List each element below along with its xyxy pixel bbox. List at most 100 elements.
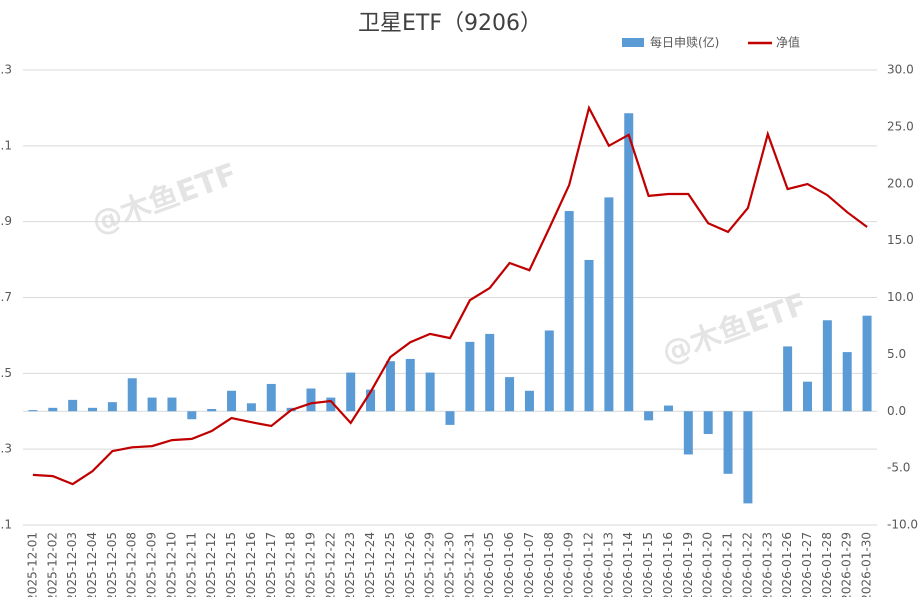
x-tick-label: 2025-12-09: [145, 532, 159, 597]
bar: [584, 259, 594, 412]
bar: [802, 381, 812, 412]
x-tick-label: 2025-12-17: [264, 532, 278, 597]
bar: [147, 397, 157, 412]
bar: [624, 113, 634, 412]
bar: [723, 411, 733, 474]
x-tick-label: 2025-12-05: [105, 532, 119, 597]
bar: [385, 361, 395, 412]
bar: [743, 411, 753, 504]
y2-tick-label: 10.0: [887, 290, 914, 304]
x-tick-label: 2025-12-23: [343, 532, 357, 597]
x-tick-label: 2026-01-16: [661, 532, 675, 597]
x-tick-label: 2025-12-11: [184, 532, 198, 597]
bar: [246, 403, 256, 412]
legend-swatch: [622, 38, 644, 47]
bar: [48, 407, 58, 412]
bar: [346, 372, 356, 412]
x-tick-label: 2026-01-15: [641, 532, 655, 597]
bar: [28, 410, 38, 412]
x-tick-label: 2025-12-18: [284, 532, 298, 597]
watermark: @木鱼ETF: [88, 157, 242, 242]
x-tick-label: 2025-12-03: [65, 532, 79, 597]
bar: [842, 352, 852, 412]
bar: [127, 378, 137, 412]
x-tick-label: 2026-01-26: [780, 532, 794, 597]
x-tick-label: 2025-12-19: [303, 532, 317, 597]
bar: [88, 407, 98, 412]
bar: [366, 389, 376, 412]
x-tick-label: 2025-12-26: [403, 532, 417, 597]
bar: [822, 320, 832, 412]
line: [32, 104, 868, 486]
y2-tick-label: 20.0: [887, 176, 914, 190]
x-tick-label: 2026-01-29: [840, 532, 854, 597]
x-tick-label: 2026-01-23: [760, 532, 774, 597]
x-tick-label: 2025-12-24: [363, 532, 377, 597]
x-tick-label: 2026-01-07: [522, 532, 536, 597]
x-tick-label: 2026-01-27: [800, 532, 814, 597]
x-tick-label: 2025-12-16: [244, 532, 258, 597]
x-tick-label: 2026-01-05: [482, 532, 496, 597]
bar: [485, 333, 495, 412]
x-tick-label: 2026-01-14: [621, 532, 635, 597]
x-tick-label: 2026-01-20: [701, 532, 715, 597]
y2-tick-label: -10.0: [887, 518, 918, 532]
bar: [465, 341, 475, 412]
bar: [604, 197, 614, 412]
bar: [544, 330, 554, 412]
y2-tick-label: 0.0: [887, 404, 906, 418]
bar: [405, 358, 415, 412]
x-tick-label: 2025-12-02: [45, 532, 59, 597]
x-tick-label: 2026-01-09: [562, 532, 576, 597]
bar: [564, 211, 574, 412]
x-tick-label: 2025-12-30: [443, 532, 457, 597]
y2-tick-label: 30.0: [887, 63, 914, 77]
bar: [227, 390, 237, 412]
bar: [187, 411, 197, 420]
x-tick-label: 2025-12-31: [462, 532, 476, 597]
y-tick-label: .1: [1, 138, 12, 152]
x-tick-label: 2026-01-30: [860, 532, 874, 597]
x-tick-label: 2026-01-21: [721, 532, 735, 597]
bar: [425, 372, 435, 412]
x-tick-label: 2026-01-19: [681, 532, 695, 597]
y-tick-label: .5: [1, 366, 12, 380]
y2-tick-label: 5.0: [887, 347, 906, 361]
bar: [862, 315, 872, 412]
y-tick-label: .3: [1, 442, 12, 456]
y-tick-label: .1: [1, 518, 12, 532]
y-tick-label: .3: [1, 63, 12, 77]
bar: [445, 411, 455, 425]
y2-tick-label: -5.0: [887, 461, 910, 475]
x-tick-label: 2025-12-15: [224, 532, 238, 597]
x-tick-label: 2026-01-28: [820, 532, 834, 597]
x-tick-label: 2025-12-01: [25, 532, 39, 597]
bar: [306, 388, 316, 412]
legend-label: 每日申赎(亿): [650, 35, 719, 50]
bar: [326, 397, 336, 412]
x-tick-label: 2025-12-29: [423, 532, 437, 597]
x-tick-label: 2025-12-12: [204, 532, 218, 597]
bar: [505, 377, 515, 412]
x-tick-label: 2025-12-10: [164, 532, 178, 597]
x-tick-label: 2026-01-06: [502, 532, 516, 597]
bar: [107, 402, 117, 412]
bar: [266, 383, 276, 412]
x-tick-label: 2026-01-13: [601, 532, 615, 597]
bar: [683, 411, 693, 455]
x-tick-label: 2026-01-08: [542, 532, 556, 597]
y2-tick-label: 15.0: [887, 233, 914, 247]
bar: [207, 408, 217, 412]
x-tick-label: 2026-01-12: [582, 532, 596, 597]
x-tick-label: 2025-12-22: [323, 532, 337, 597]
bar: [524, 390, 534, 412]
bar: [703, 411, 713, 434]
chart-title: 卫星ETF（9206）: [358, 11, 542, 36]
bar: [68, 399, 78, 412]
bar: [663, 405, 673, 412]
bar: [644, 411, 654, 421]
x-tick-label: 2025-12-04: [85, 532, 99, 597]
y-tick-label: .7: [1, 290, 12, 304]
bar: [783, 346, 793, 412]
